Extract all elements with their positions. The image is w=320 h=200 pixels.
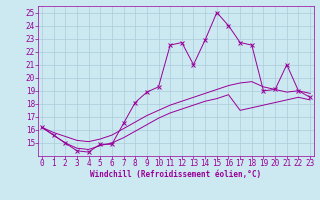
X-axis label: Windchill (Refroidissement éolien,°C): Windchill (Refroidissement éolien,°C) [91, 170, 261, 179]
